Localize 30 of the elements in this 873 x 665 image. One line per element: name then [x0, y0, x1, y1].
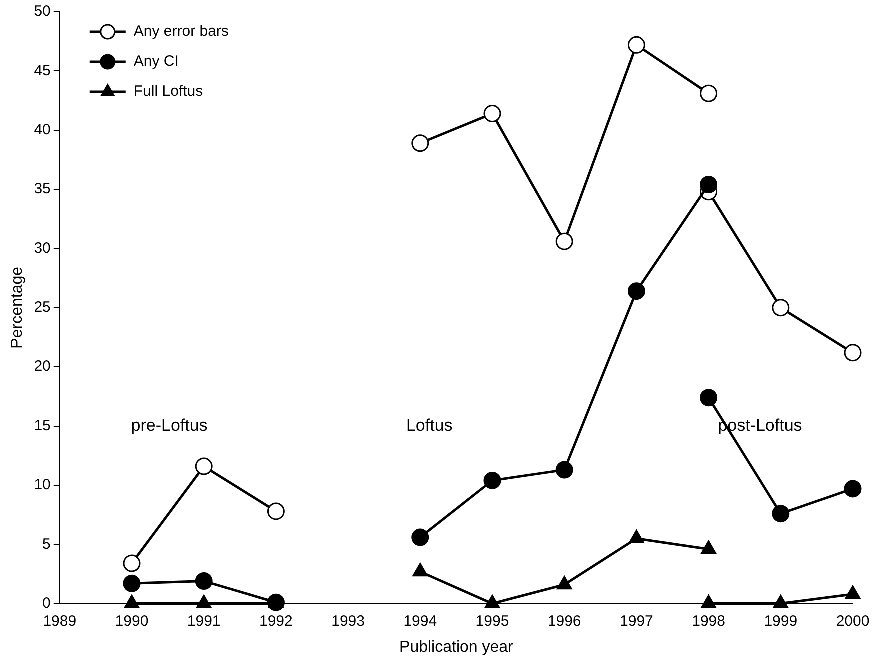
x-axis-title: Publication year [400, 638, 514, 656]
legend-label: Full Loftus [134, 83, 204, 100]
y-tick-label: 10 [34, 476, 51, 494]
x-tick-label: 1998 [692, 612, 726, 630]
annotation: pre-Loftus [131, 416, 208, 435]
y-tick-label: 50 [34, 3, 51, 20]
y-tick-label: 15 [34, 417, 51, 434]
x-tick-label: 1993 [332, 612, 365, 630]
y-axis-title: Percentage [9, 266, 26, 349]
y-tick-label: 45 [34, 62, 51, 80]
y-tick-label: 5 [42, 536, 51, 553]
legend-label: Any CI [134, 53, 179, 70]
x-tick-label: 2000 [836, 612, 870, 630]
annotation: Loftus [406, 416, 453, 435]
y-tick-label: 30 [34, 240, 51, 257]
y-tick-label: 20 [34, 358, 51, 376]
x-tick-label: 1991 [187, 612, 221, 630]
x-tick-label: 1989 [43, 612, 77, 630]
x-tick-label: 1996 [548, 612, 582, 630]
x-tick-label: 1997 [620, 612, 654, 630]
x-tick-label: 1992 [260, 612, 293, 630]
y-tick-label: 0 [42, 594, 51, 612]
y-tick-label: 40 [34, 122, 51, 138]
y-tick-label: 35 [34, 180, 51, 198]
x-tick-label: 1994 [404, 612, 438, 630]
x-tick-label: 1990 [115, 612, 149, 630]
legend-label: Any error bars [134, 23, 229, 40]
x-tick-label: 1999 [764, 612, 798, 630]
x-tick-label: 1995 [476, 612, 510, 630]
y-tick-label: 25 [34, 299, 51, 316]
